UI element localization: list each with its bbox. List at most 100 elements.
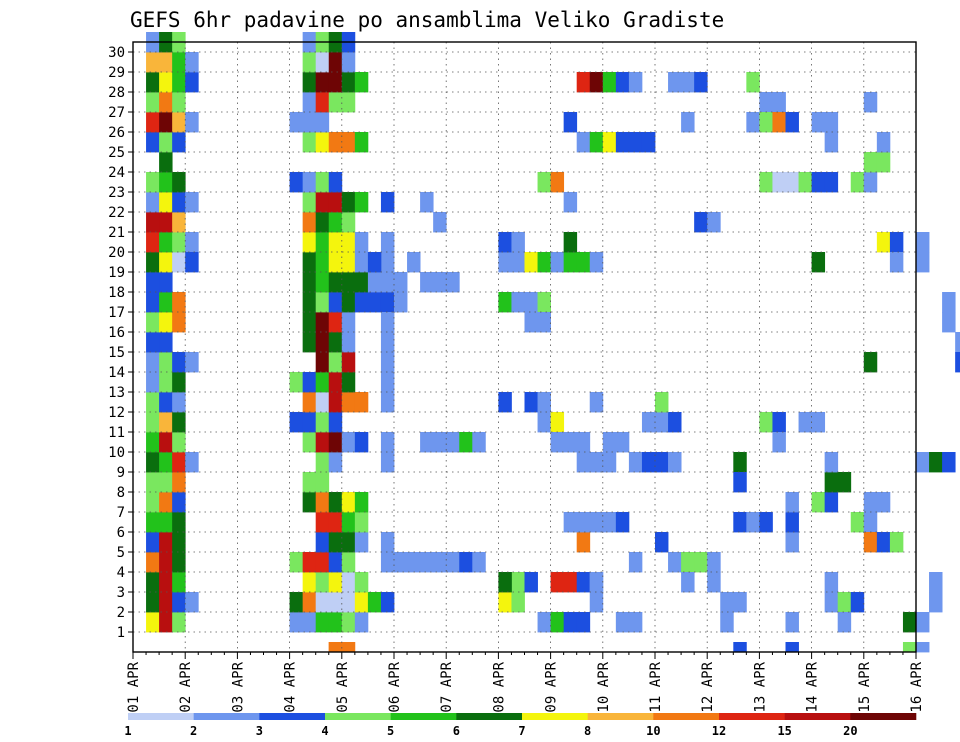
x-tick-label: 07 APR bbox=[439, 661, 455, 712]
y-axis-ticks: 1234567891011121314151617181920212223242… bbox=[108, 45, 133, 641]
x-tick-label: 05 APR bbox=[335, 661, 351, 712]
heatmap-cell bbox=[341, 292, 356, 313]
heatmap-cell bbox=[302, 432, 317, 453]
heatmap-cell bbox=[707, 552, 721, 573]
x-tick-label: 14 APR bbox=[805, 661, 821, 712]
heatmap-cell bbox=[354, 292, 369, 313]
heatmap-cell bbox=[302, 572, 317, 593]
heatmap-cell bbox=[641, 132, 656, 153]
heatmap-cell bbox=[146, 92, 160, 113]
heatmap-cell bbox=[185, 192, 199, 213]
heatmap-cell bbox=[315, 172, 330, 193]
heatmap-cell bbox=[172, 212, 186, 233]
heatmap-cell bbox=[863, 532, 878, 553]
heatmap-cell bbox=[341, 352, 356, 373]
y-tick-label: 10 bbox=[108, 445, 125, 461]
heatmap-cell bbox=[655, 412, 669, 433]
heatmap-cell bbox=[759, 172, 773, 193]
heatmap-cell bbox=[159, 512, 173, 533]
y-tick-label: 19 bbox=[108, 265, 125, 281]
heatmap-cell bbox=[172, 592, 186, 613]
y-tick-label: 18 bbox=[108, 285, 125, 301]
heatmap-cell bbox=[824, 572, 839, 593]
heatmap-cell bbox=[537, 292, 551, 313]
heatmap-cell bbox=[472, 432, 486, 453]
x-tick-label: 06 APR bbox=[387, 661, 403, 712]
colorbar: 1 2 3 4 5 6 7 8 10 12 15 20 bbox=[124, 713, 917, 738]
heatmap-cell bbox=[916, 232, 930, 253]
heatmap-cell bbox=[328, 532, 343, 553]
heatmap-cell bbox=[159, 192, 173, 213]
heatmap-cell bbox=[420, 192, 434, 213]
heatmap-cell bbox=[341, 532, 356, 553]
heatmap-cell bbox=[498, 392, 512, 413]
plot-frame bbox=[132, 41, 917, 653]
heatmap-cell bbox=[380, 532, 395, 553]
heatmap-cell bbox=[302, 232, 317, 253]
heatmap-cell bbox=[315, 52, 330, 73]
heatmap-cell bbox=[550, 612, 565, 633]
heatmap-cell bbox=[302, 92, 317, 113]
heatmap-cell bbox=[328, 512, 343, 533]
heatmap-cell bbox=[511, 592, 525, 613]
y-tick-label: 6 bbox=[117, 525, 125, 541]
heatmap-cell bbox=[811, 412, 826, 433]
heatmap-cell bbox=[837, 592, 852, 613]
heatmap-cell bbox=[302, 112, 317, 133]
heatmap-cell bbox=[159, 92, 173, 113]
heatmap-cell bbox=[185, 232, 199, 253]
heatmap-cell bbox=[563, 192, 578, 213]
x-tick-label: 16 APR bbox=[909, 661, 925, 712]
heatmap-cell bbox=[146, 392, 160, 413]
heatmap-cell bbox=[341, 642, 356, 653]
heatmap-cell bbox=[733, 642, 747, 653]
heatmap-cell bbox=[785, 612, 799, 633]
colorbar-label: 7 bbox=[518, 724, 525, 738]
heatmap-cell bbox=[172, 192, 186, 213]
heatmap-cell bbox=[172, 532, 186, 553]
heatmap-cell bbox=[185, 52, 199, 73]
heatmap-cell bbox=[328, 92, 343, 113]
heatmap-cell bbox=[159, 332, 173, 353]
heatmap-cell bbox=[902, 612, 917, 633]
heatmap-cell bbox=[341, 52, 356, 73]
heatmap-cell bbox=[537, 612, 551, 633]
heatmap-cell bbox=[472, 552, 486, 573]
heatmap-cell bbox=[863, 512, 878, 533]
heatmap-cell bbox=[302, 552, 317, 573]
heatmap-cell bbox=[159, 492, 173, 513]
heatmap-cell bbox=[146, 432, 160, 453]
heatmap-cell bbox=[159, 312, 173, 333]
heatmap-cell bbox=[380, 292, 395, 313]
heatmap-cells bbox=[146, 32, 960, 653]
heatmap-cell bbox=[172, 372, 186, 393]
heatmap-cell bbox=[159, 132, 173, 153]
heatmap-cell bbox=[146, 292, 160, 313]
heatmap-cell bbox=[824, 452, 839, 473]
heatmap-cell bbox=[772, 432, 786, 453]
heatmap-cell bbox=[354, 492, 369, 513]
heatmap-cell bbox=[537, 412, 551, 433]
heatmap-cell bbox=[407, 252, 421, 273]
heatmap-cell bbox=[146, 572, 160, 593]
heatmap-cell bbox=[380, 392, 395, 413]
heatmap-cell bbox=[498, 572, 512, 593]
heatmap-cell bbox=[824, 132, 839, 153]
heatmap-cell bbox=[146, 412, 160, 433]
heatmap-cell bbox=[354, 592, 369, 613]
heatmap-cell bbox=[328, 352, 343, 373]
heatmap-cell bbox=[354, 192, 369, 213]
heatmap-cell bbox=[146, 592, 160, 613]
heatmap-cell bbox=[824, 112, 839, 133]
heatmap-cell bbox=[172, 612, 186, 633]
heatmap-cell bbox=[315, 192, 330, 213]
heatmap-cell bbox=[315, 512, 330, 533]
heatmap-cell bbox=[302, 472, 317, 493]
heatmap-cell bbox=[354, 392, 369, 413]
heatmap-cell bbox=[302, 172, 317, 193]
heatmap-cell bbox=[668, 452, 682, 473]
heatmap-cell bbox=[315, 112, 330, 133]
heatmap-cell bbox=[824, 172, 839, 193]
chart-title: GEFS 6hr padavine po ansamblima Veliko G… bbox=[130, 8, 724, 32]
